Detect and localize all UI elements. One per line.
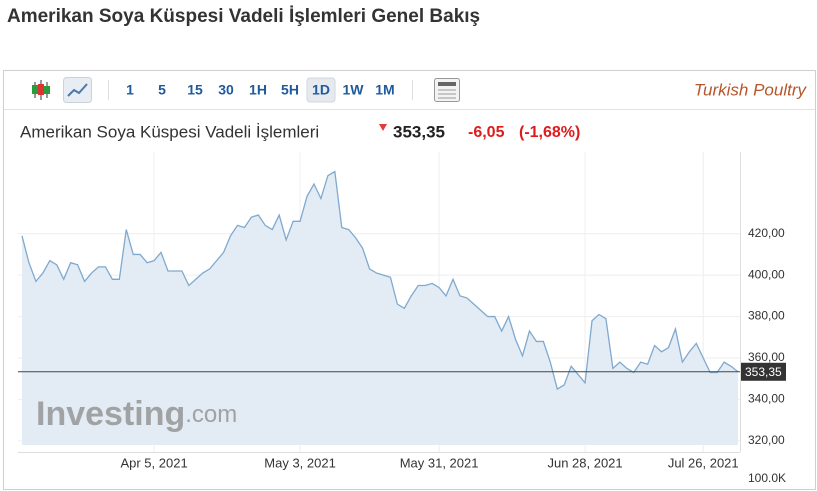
price-line [21,170,739,391]
area-fill [22,171,738,445]
last-price: 353,35 [393,122,445,141]
y-tick-label: 400,00 [748,267,785,281]
calendar-icon[interactable] [434,78,460,102]
x-tick-label: Jun 28, 2021 [547,455,622,470]
y-tick-label: 420,00 [748,226,785,240]
volume-label: 100.0K [748,471,786,485]
interval-button[interactable]: 1D [312,82,330,98]
y-tick-label: 320,00 [748,433,785,447]
active-interval-bg [306,77,336,103]
watermark-suffix: .com [185,401,237,428]
instrument-name: Amerikan Soya Küspesi Vadeli İşlemleri [20,122,319,141]
line-chart-icon[interactable] [63,77,92,103]
interval-button[interactable]: 1M [375,82,394,98]
widget-frame [3,70,816,490]
candlestick-icon[interactable] [32,80,50,100]
interval-button[interactable]: 1 [126,82,134,98]
interval-button[interactable]: 30 [218,82,234,98]
y-tick-label: 340,00 [748,392,785,406]
logo[interactable]: Turkish Poultry [694,80,808,99]
x-tick-label: May 31, 2021 [400,455,479,470]
last-price-tag [741,362,786,381]
y-tick-label: 360,00 [748,350,785,364]
y-tick-label: 380,00 [748,309,785,323]
watermark-brand: Investing [36,395,185,433]
price-change-percent: (-1,68%) [519,124,580,141]
down-indicator [379,124,387,131]
page-title: Amerikan Soya Küspesi Vadeli İşlemleri G… [7,6,481,27]
last-price-tag-label: 353,35 [745,365,782,379]
x-tick-label: Apr 5, 2021 [120,455,187,470]
price-change: -6,05 [468,124,505,141]
x-tick-label: Jul 26, 2021 [668,455,739,470]
interval-button[interactable]: 5 [158,82,166,98]
interval-button[interactable]: 1W [343,82,365,98]
x-tick-label: May 3, 2021 [264,455,336,470]
interval-button[interactable]: 1H [249,82,267,98]
interval-button[interactable]: 15 [187,82,203,98]
watermark: Investing.com [36,395,237,433]
interval-button[interactable]: 5H [281,82,299,98]
